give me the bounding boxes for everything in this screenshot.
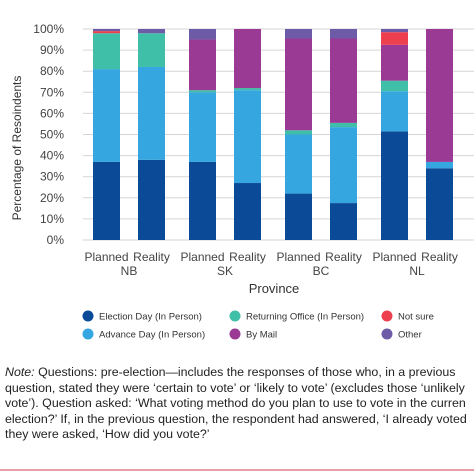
x-tick-label: Planned [372, 250, 416, 264]
y-tick-label: 30% [40, 170, 64, 184]
note-line-3: vote’). Question asked: ‘What voting met… [5, 396, 466, 410]
bar-segment [138, 159, 165, 240]
bar-segment [234, 29, 261, 89]
bar-segment [234, 183, 261, 240]
bar-segment [285, 193, 312, 240]
note-line-1: Note: Questions: pre-election—includes t… [5, 365, 474, 381]
bar-segment [234, 90, 261, 184]
bar-segment [381, 80, 408, 92]
bar-segment [285, 134, 312, 194]
bar-segment [381, 91, 408, 132]
note-label: Note: [5, 365, 35, 379]
bar-segment [93, 29, 120, 32]
x-tick-label: Planned [84, 250, 128, 264]
y-tick-label: 70% [40, 85, 64, 99]
x-tick-label: Reality [421, 250, 458, 264]
x-tick-label: Planned [276, 250, 320, 264]
y-tick-label: 10% [40, 212, 64, 226]
bar-segment [426, 161, 453, 169]
bar-segment [189, 161, 216, 240]
y-axis-label: Percentage of Resoindents [10, 76, 24, 221]
bar-segment [381, 32, 408, 45]
legend-label: Not sure [398, 312, 434, 323]
bar-segment [138, 66, 165, 160]
bar-segment [93, 33, 120, 70]
y-tick-label: 60% [40, 106, 64, 120]
legend-label: Other [398, 330, 422, 341]
y-tick-label: 40% [40, 149, 64, 163]
group-label: NB [121, 264, 138, 278]
bar-segment [330, 29, 357, 39]
bar-segment [138, 33, 165, 67]
x-tick-label: Reality [229, 250, 266, 264]
y-tick-label: 50% [40, 128, 64, 142]
legend-swatch [82, 328, 94, 340]
bar-segment [138, 29, 165, 34]
y-tick-labels: 0% 10% 20% 30% 40% 50% 60% 70% 80% 90% 100% [33, 22, 64, 247]
y-tick-label: 20% [40, 191, 64, 205]
y-tick-label: 90% [40, 43, 64, 57]
bar-segment [426, 168, 453, 240]
bar-segment [189, 29, 216, 40]
note-line-4: election?’ If, in the previous question,… [5, 411, 467, 426]
x-axis-label: Province [249, 281, 300, 296]
bar-segment [285, 29, 312, 39]
bar-segment [93, 161, 120, 240]
note-line-1-text: Questions: pre-election—includes the res… [34, 365, 456, 379]
bar-segment [330, 38, 357, 123]
legend-label: By Mail [246, 330, 277, 341]
bar-segment [189, 92, 216, 162]
x-tick-label: Reality [325, 250, 362, 264]
group-label: NL [409, 264, 425, 278]
group-label: SK [217, 264, 233, 278]
x-tick-label: Planned [180, 250, 224, 264]
legend: Election Day (In Person) Advance Day (In … [82, 310, 434, 341]
legend-swatch [381, 310, 393, 322]
x-tick-label: Reality [133, 250, 170, 264]
legend-swatch [82, 310, 94, 322]
bar-segment [234, 88, 261, 91]
bar-segment [426, 29, 453, 162]
note-line-2: question, stated they were ‘certain to v… [5, 380, 465, 395]
legend-label: Returning Office (In Person) [246, 312, 364, 323]
note-line-5: they were asked, ‘How did you vote?’ [5, 427, 210, 441]
legend-swatch [229, 310, 241, 322]
legend-label: Election Day (In Person) [99, 312, 202, 323]
legend-swatch [381, 328, 393, 340]
legend-label: Advance Day (In Person) [99, 330, 205, 341]
bar-segment [381, 131, 408, 240]
bar-segment [285, 38, 312, 131]
y-tick-label: 0% [47, 233, 65, 247]
bar-segment [330, 127, 357, 204]
bar-segment [189, 90, 216, 93]
group-label: BC [313, 264, 330, 278]
chart-note: Note: Questions: pre-election—includes t… [5, 365, 474, 443]
y-tick-label: 80% [40, 64, 64, 78]
stacked-bar-chart: 0% 10% 20% 30% 40% 50% 60% 70% 80% 90% 100% Planne… [10, 22, 474, 341]
legend-swatch [229, 328, 241, 340]
bar-segment [189, 39, 216, 91]
bar-segment [330, 122, 357, 128]
bar-segment [285, 130, 312, 135]
bar-segment [93, 69, 120, 162]
bar-segment [93, 31, 120, 34]
bar-segment [381, 44, 408, 81]
bar-segment [330, 203, 357, 240]
bottom-divider [0, 469, 474, 471]
bars [93, 29, 453, 240]
y-tick-label: 100% [33, 22, 64, 36]
bar-segment [381, 29, 408, 33]
